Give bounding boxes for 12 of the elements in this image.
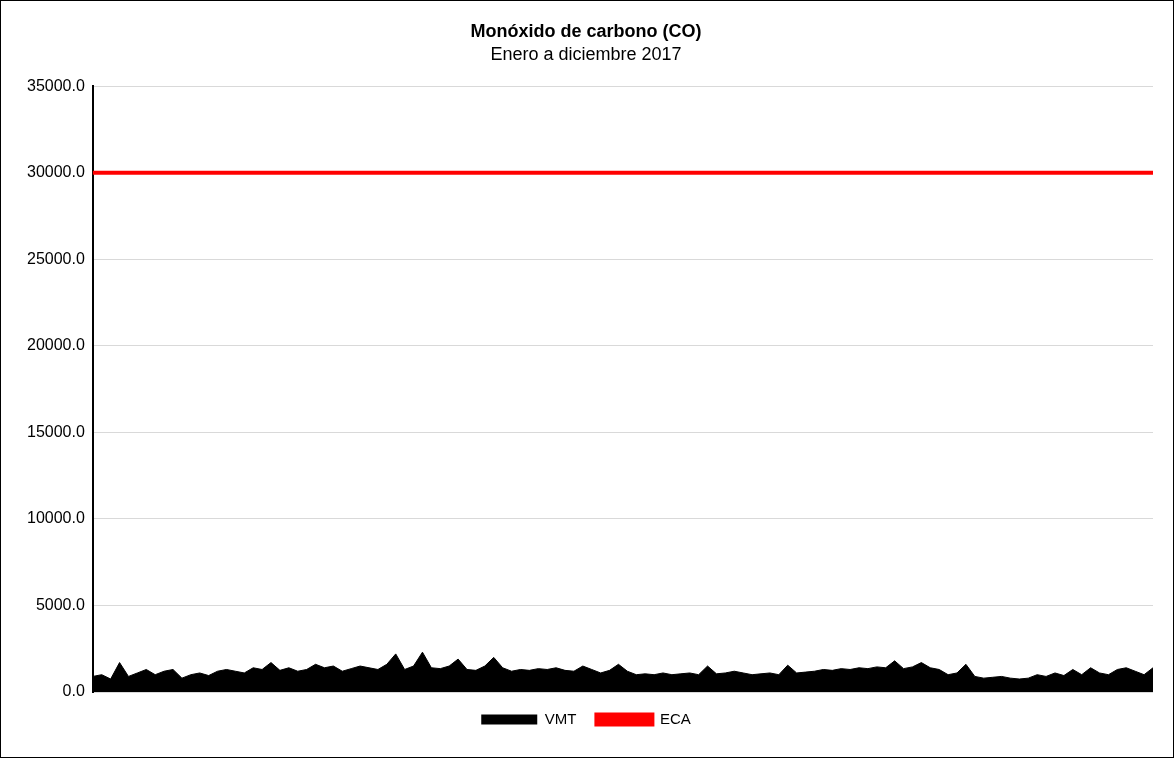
y-tick-label: 5000.0 bbox=[35, 595, 85, 613]
chart-subtitle: Enero a diciembre 2017 bbox=[490, 44, 682, 65]
y-tick-label: 10000.0 bbox=[26, 509, 85, 527]
y-tick-label: 0.0 bbox=[62, 682, 85, 700]
legend-label: ECA bbox=[659, 709, 691, 727]
chart-title: Monóxido de carbono (CO) bbox=[470, 20, 702, 41]
y-tick-label: 20000.0 bbox=[26, 336, 85, 354]
y-tick-label: 35000.0 bbox=[26, 76, 85, 94]
y-tick-label: 30000.0 bbox=[26, 163, 85, 181]
legend-label: VMT bbox=[544, 709, 577, 727]
y-tick-label: 15000.0 bbox=[26, 422, 85, 440]
y-tick-label: 25000.0 bbox=[26, 249, 85, 267]
